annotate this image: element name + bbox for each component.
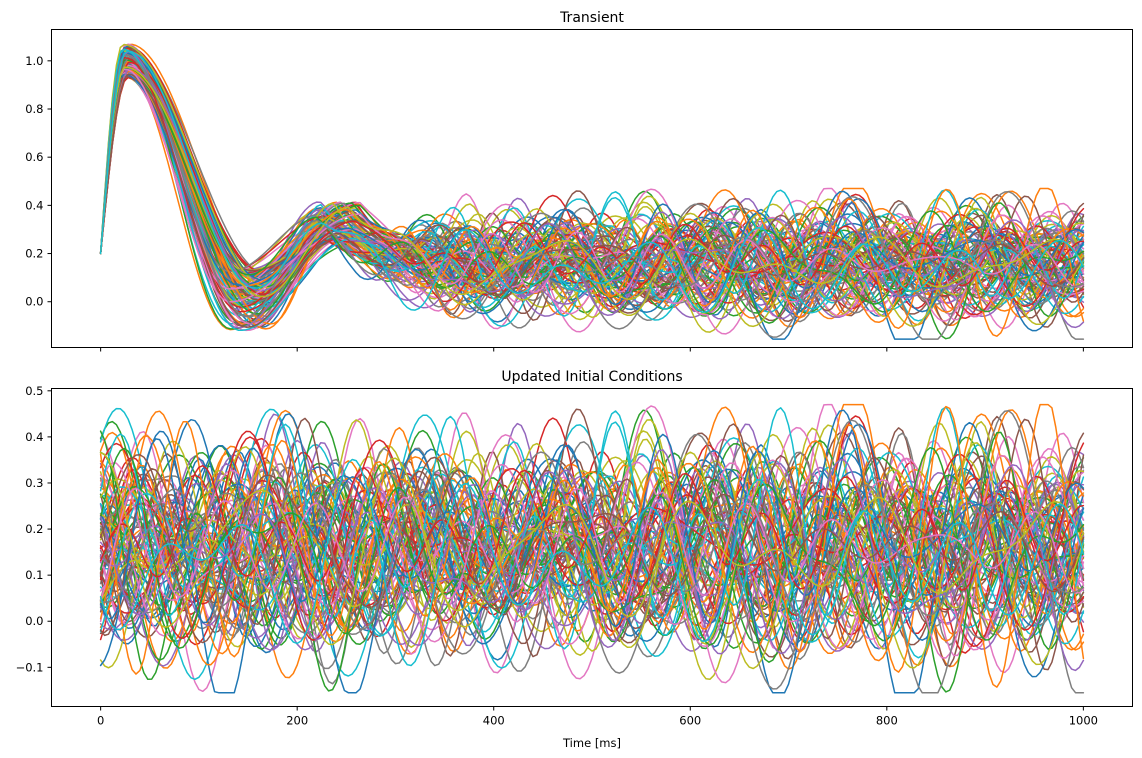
series-line-transient-76 (99, 67, 1085, 318)
y-tick-label-transient-1: 0.2 (25, 247, 43, 261)
x-tick-label-updated-200: 200 (286, 714, 308, 728)
series-group-updated (99, 403, 1085, 694)
axes-title-transient: Transient (559, 10, 624, 26)
series-line-transient-99 (99, 50, 1085, 313)
y-tick-label-updated-2: 0.1 (25, 568, 43, 582)
series-line-transient-96 (99, 68, 1085, 303)
x-axis-label: Time [ms] (562, 736, 621, 750)
y-tick-label-updated-3: 0.2 (25, 522, 43, 536)
series-line-updated-92 (99, 446, 1085, 649)
y-tick-label-transient-0: 0.0 (25, 295, 43, 309)
series-line-transient-92 (99, 67, 1085, 315)
series-line-transient-58 (99, 51, 1085, 317)
y-tick-label-updated-6: 0.5 (25, 384, 43, 398)
series-line-updated-99 (99, 458, 1085, 667)
series-line-updated-94 (99, 459, 1085, 672)
series-line-updated-97 (99, 472, 1085, 630)
series-line-updated-71 (99, 426, 1085, 639)
x-tick-label-updated-400: 400 (483, 714, 505, 728)
series-line-transient-87 (99, 56, 1085, 340)
series-line-updated-91 (99, 403, 1085, 688)
y-tick-label-transient-5: 1.0 (25, 54, 43, 68)
x-tick-label-updated-1000: 1000 (1069, 714, 1098, 728)
series-line-updated-83 (99, 430, 1085, 641)
series-line-updated-75 (99, 408, 1085, 660)
series-line-updated-93 (99, 464, 1085, 591)
series-line-transient-97 (99, 54, 1085, 317)
y-tick-label-updated-1: 0.0 (25, 614, 43, 628)
series-line-updated-76 (99, 456, 1085, 651)
series-line-updated-90 (99, 433, 1085, 628)
y-tick-label-transient-4: 0.8 (25, 102, 43, 116)
y-tick-label-transient-3: 0.6 (25, 150, 43, 164)
x-tick-label-updated-800: 800 (876, 714, 898, 728)
axes-frame-updated (51, 388, 1133, 707)
y-tick-label-transient-2: 0.4 (25, 198, 43, 212)
series-line-transient-91 (99, 70, 1085, 337)
series-line-transient-94 (99, 68, 1085, 329)
series-line-updated-96 (99, 487, 1085, 605)
axes-updated-initial-conditions: Updated Initial Conditions 0 200 400 600 800… (16, 369, 1133, 750)
series-line-transient-98 (99, 66, 1085, 300)
series-line-transient-90 (99, 73, 1085, 306)
axes-transient: Transient 0.0 0.2 0.4 0.6 0.8 1.0 (25, 10, 1133, 352)
y-tick-label-updated-0: −0.1 (16, 660, 44, 674)
ticks-updated: 0 200 400 600 800 1000 −0.1 0.0 0.1 0.2 0.3 0.4 0.5 (16, 384, 1098, 728)
axes-frame-transient (51, 29, 1133, 348)
ticks-transient: 0.0 0.2 0.4 0.6 0.8 1.0 (25, 54, 1084, 352)
series-line-updated-87 (99, 410, 1085, 694)
y-tick-label-updated-5: 0.4 (25, 430, 43, 444)
series-line-updated-98 (99, 451, 1085, 646)
series-line-updated-25 (99, 415, 1085, 671)
axes-title-updated: Updated Initial Conditions (501, 369, 682, 385)
y-tick-label-updated-4: 0.3 (25, 476, 43, 490)
x-tick-label-updated-0: 0 (97, 714, 104, 728)
x-tick-label-updated-600: 600 (679, 714, 701, 728)
series-group-transient (99, 43, 1085, 340)
